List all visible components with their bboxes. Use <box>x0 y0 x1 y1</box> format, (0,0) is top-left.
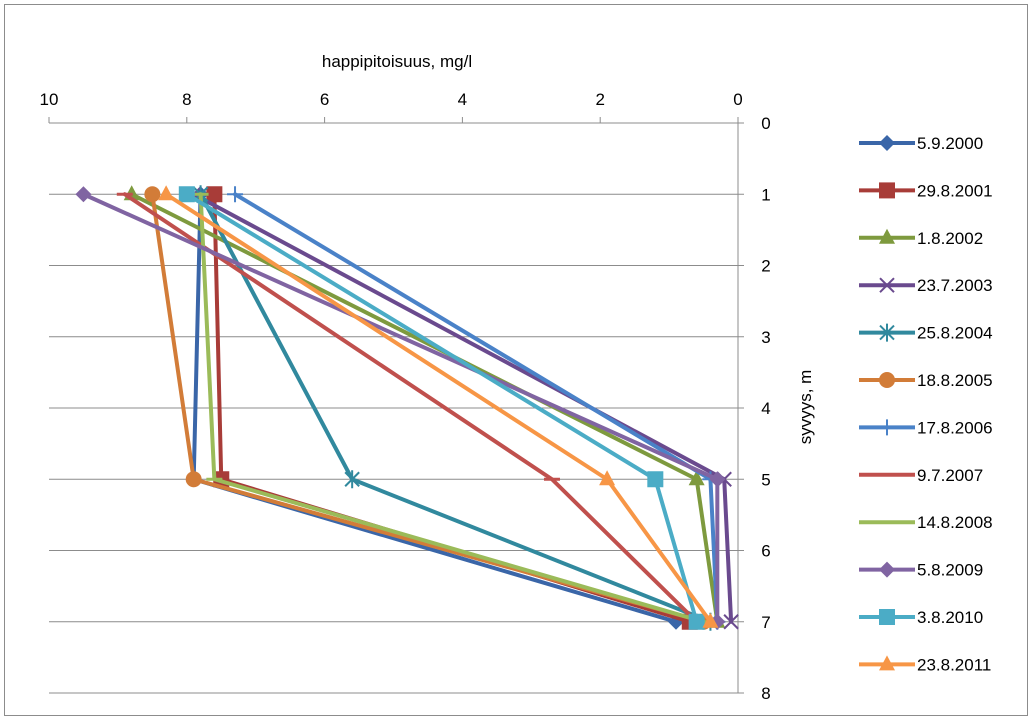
series-layer <box>75 185 739 631</box>
data-point <box>688 613 705 630</box>
x-tick-label: 10 <box>40 90 59 109</box>
legend-item: 17.8.2006 <box>859 418 993 437</box>
y-tick-label: 2 <box>761 257 770 276</box>
legend-label: 18.8.2005 <box>917 371 993 390</box>
series-3.8.2010 <box>178 186 705 630</box>
legend-item: 23.7.2003 <box>859 276 993 295</box>
chart-frame: 10 8 6 4 2 0 0 1 2 3 4 5 6 7 8 5.9.2000 29.8.2001 1.8.20… <box>4 4 1028 716</box>
data-point <box>723 614 739 630</box>
legend-swatch-marker <box>879 135 895 151</box>
legend-label: 9.7.2007 <box>917 466 983 485</box>
data-point <box>185 471 202 488</box>
y-tick-label: 5 <box>761 470 770 489</box>
legend-swatch-marker <box>879 182 895 199</box>
y-tick-label: 8 <box>761 684 770 703</box>
y-tick-label: 0 <box>761 114 770 133</box>
legend-item: 18.8.2005 <box>859 371 993 390</box>
legend-label: 17.8.2006 <box>917 418 993 437</box>
x-tick-label: 0 <box>733 90 742 109</box>
legend-swatch-marker <box>879 228 895 244</box>
legend-swatch-marker <box>879 609 895 625</box>
y-tick-label: 6 <box>761 542 770 561</box>
y-tick-label: 3 <box>761 328 770 347</box>
legend-label: 5.8.2009 <box>917 561 983 580</box>
legend-item: 9.7.2007 <box>859 466 983 485</box>
legend-item: 14.8.2008 <box>859 513 993 532</box>
legend-swatch-marker <box>879 419 895 436</box>
data-point <box>178 186 195 203</box>
data-point <box>144 186 161 203</box>
legend-swatch-marker <box>879 561 895 578</box>
legend-item: 5.9.2000 <box>859 134 983 153</box>
x-tick-label: 8 <box>182 90 191 109</box>
y-tick-label: 1 <box>761 185 770 204</box>
axis-layer: 10 8 6 4 2 00 1 2 3 4 5 6 7 8 <box>40 90 771 703</box>
x-tick-label: 2 <box>595 90 604 109</box>
legend-label: 25.8.2004 <box>917 324 993 343</box>
y-axis-title: syvyys, m <box>796 370 815 445</box>
legend-label: 23.8.2011 <box>917 655 991 674</box>
legend-label: 3.8.2010 <box>917 608 983 627</box>
legend-item: 25.8.2004 <box>859 323 993 343</box>
data-point <box>227 186 244 203</box>
x-axis-title: happipitoisuus, mg/l <box>322 52 472 71</box>
data-point <box>75 186 92 203</box>
legend-item: 1.8.2002 <box>859 228 983 248</box>
legend-item: 3.8.2010 <box>859 608 983 627</box>
y-tick-label: 7 <box>761 613 770 632</box>
x-tick-label: 6 <box>320 90 329 109</box>
data-point <box>702 612 719 628</box>
legend-swatch-marker <box>879 655 895 671</box>
data-point <box>688 470 705 486</box>
legend-swatch-marker <box>879 323 895 342</box>
legend-swatch-marker <box>879 372 895 388</box>
data-point <box>709 471 726 488</box>
legend-item: 5.8.2009 <box>859 561 983 580</box>
data-point <box>158 185 175 201</box>
data-point <box>599 470 616 486</box>
legend-swatch-marker <box>879 277 895 293</box>
data-point <box>344 470 360 489</box>
series-23.8.2011 <box>158 185 719 628</box>
legend-label: 1.8.2002 <box>917 229 983 248</box>
legend-label: 5.9.2000 <box>917 134 983 153</box>
legend-item: 23.8.2011 <box>859 655 991 674</box>
x-tick-label: 4 <box>458 90 467 109</box>
data-point <box>206 186 223 203</box>
y-tick-label: 4 <box>761 399 770 418</box>
legend-label: 14.8.2008 <box>917 513 993 532</box>
depth-oxygen-chart: 10 8 6 4 2 00 1 2 3 4 5 6 7 8 5.9.2000 29.8.2001 1.8.20… <box>40 52 993 703</box>
legend: 5.9.2000 29.8.2001 1.8.2002 23.7.2003 25.8.2… <box>859 134 993 674</box>
legend-item: 29.8.2001 <box>859 181 993 200</box>
legend-label: 29.8.2001 <box>917 181 993 200</box>
data-point <box>647 471 664 488</box>
legend-label: 23.7.2003 <box>917 276 993 295</box>
